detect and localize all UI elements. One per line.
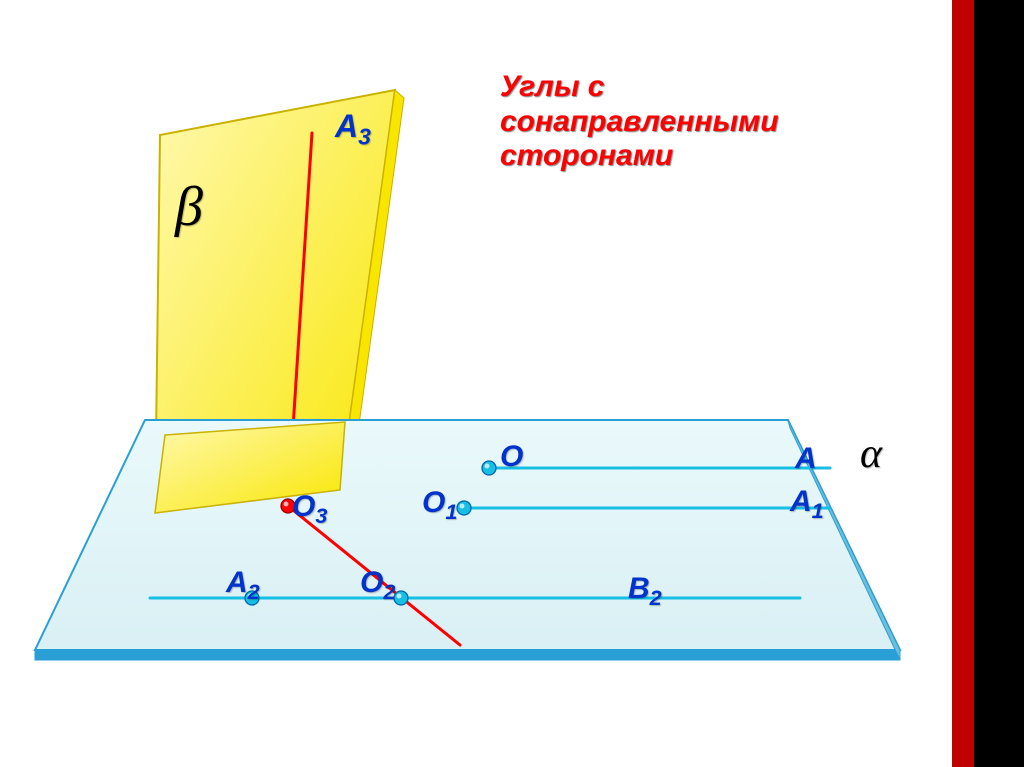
label-O1: O1	[422, 486, 457, 525]
label-O: O	[500, 440, 523, 474]
diagram-stage	[0, 0, 1024, 767]
label-A3: A3	[335, 108, 371, 150]
label-A: A	[795, 442, 817, 476]
label-A2: A2	[226, 566, 260, 605]
label-alpha: α	[860, 430, 882, 478]
label-A1: A1	[790, 485, 824, 524]
label-O3: O3	[292, 490, 327, 529]
label-O2: O2	[360, 566, 395, 605]
label-beta: β	[175, 175, 203, 239]
label-B2: B2	[628, 572, 662, 611]
plane-alpha-front-edge	[35, 650, 900, 660]
